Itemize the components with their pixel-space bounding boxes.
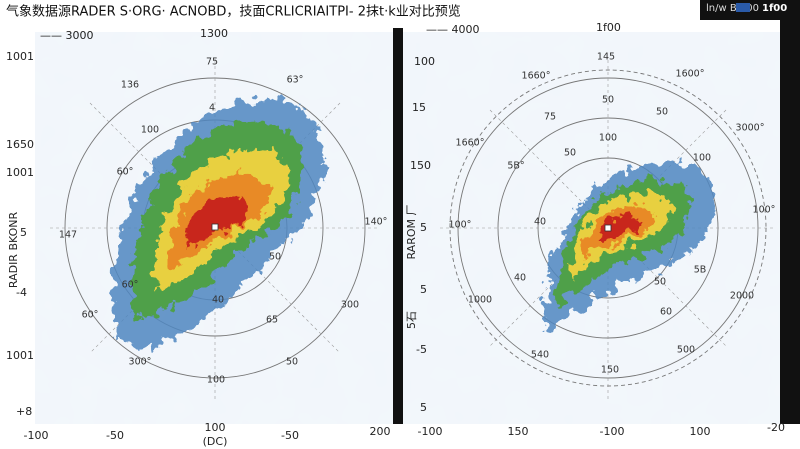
- y-tick-label: -5: [416, 343, 427, 356]
- ring-label: 75: [206, 57, 218, 68]
- x-tick-label: 150: [508, 425, 529, 438]
- ring-label: 50: [654, 277, 666, 288]
- y-tick-label: 1001: [6, 50, 34, 63]
- range-label: —— 4000: [426, 23, 480, 36]
- ring-label: 60°: [117, 167, 134, 178]
- x-tick-label: -100: [24, 429, 49, 442]
- ring-label: 1000: [468, 295, 492, 306]
- x-tick-label: -50: [106, 429, 124, 442]
- ring-label: 4: [209, 103, 215, 114]
- x-tick-label: -20: [767, 421, 785, 434]
- y-tick-label: 100: [414, 55, 435, 68]
- ring-label: 40: [212, 295, 224, 306]
- y-tick-label: 5: [20, 226, 27, 239]
- ring-label: 40: [514, 273, 526, 284]
- ring-label: 60: [660, 307, 672, 318]
- ring-label: 50: [269, 252, 281, 263]
- divider: [393, 28, 403, 424]
- status-text: ln/w Bn 00: [706, 3, 759, 14]
- ring-label: 60°: [122, 280, 139, 291]
- ring-label: 100: [207, 375, 225, 386]
- ring-labels: 145 1660° 1600° 50 75 50 3000° 1660° 50 …: [449, 52, 776, 376]
- y-tick-label: 1650: [6, 138, 34, 151]
- y-tick-label: 5: [420, 221, 427, 234]
- y-tick-label: 5: [420, 283, 427, 296]
- x-tick-label: -100: [600, 425, 625, 438]
- y-tick-label: -4: [16, 286, 27, 299]
- x-tick-label: 100: [690, 425, 711, 438]
- ring-label: 1660°: [456, 138, 485, 149]
- ring-label: 100°: [449, 220, 472, 231]
- ring-label: 60°: [82, 310, 99, 321]
- x-axis-title: (DC): [203, 435, 228, 448]
- ring-label: 65: [266, 315, 278, 326]
- top-label: 1300: [200, 27, 228, 40]
- ring-label: 140°: [365, 217, 388, 228]
- ring-label: 147: [59, 230, 77, 241]
- top-label: 1f00: [596, 21, 621, 34]
- ring-label: 300: [341, 300, 359, 311]
- y-axis-title: RAROM 厂: [405, 204, 418, 259]
- x-tick-label: 200: [370, 425, 391, 438]
- x-tick-label: -50: [281, 429, 299, 442]
- ring-label: 3000°: [736, 123, 765, 134]
- ring-label: 540: [531, 350, 549, 361]
- ring-label: 63°: [287, 75, 304, 86]
- ring-label: 150: [601, 365, 619, 376]
- left-panel: [35, 32, 393, 424]
- y-tick-label: 1001: [6, 349, 34, 362]
- ring-label: 100°: [753, 205, 776, 216]
- title: 气象数据源RADER S·ORG· ACNOBD，技面CRLICRIAITPI-…: [6, 4, 461, 20]
- range-label: —— 3000: [40, 29, 94, 42]
- x-tick-label: -100: [418, 425, 443, 438]
- ring-label: 136: [121, 80, 139, 91]
- ring-label: 1600°: [676, 69, 705, 80]
- right-edge: [780, 20, 800, 424]
- y-tick-label: 150: [410, 159, 431, 172]
- ring-label: 5B: [694, 265, 707, 276]
- ring-label: 50: [602, 95, 614, 106]
- ring-label: 75: [544, 112, 556, 123]
- ring-labels: 75 63° 136 4 100 60° 147 140° 50 60° 60°…: [59, 57, 388, 386]
- ring-label: 2000: [730, 291, 754, 302]
- ring-label: 40: [534, 217, 546, 228]
- ring-label: 50: [564, 148, 576, 159]
- x-tick-label: 100: [205, 421, 226, 434]
- ring-label: 100: [599, 133, 617, 144]
- ring-label: 300°: [129, 357, 152, 368]
- y-tick-label: +8: [16, 405, 32, 418]
- y-axis-title: RADIR BKONR: [7, 212, 20, 289]
- y-tick-label: 5: [420, 401, 427, 414]
- status-value: 1f00: [762, 3, 787, 14]
- ring-label: 50: [286, 357, 298, 368]
- ring-label: 100: [693, 153, 711, 164]
- ring-label: 145: [597, 52, 615, 63]
- side-label: 5石: [405, 311, 418, 329]
- y-tick-label: 1001: [6, 166, 34, 179]
- right-panel: [403, 32, 780, 424]
- y-tick-label: 15: [412, 101, 426, 114]
- ring-label: 500: [677, 345, 695, 356]
- radar-echo: [544, 161, 716, 330]
- flag-icon: [736, 3, 750, 12]
- ring-label: 50: [656, 107, 668, 118]
- ring-label: 5B°: [507, 161, 524, 172]
- ring-label: 100: [141, 125, 159, 136]
- ring-label: 1660°: [522, 71, 551, 82]
